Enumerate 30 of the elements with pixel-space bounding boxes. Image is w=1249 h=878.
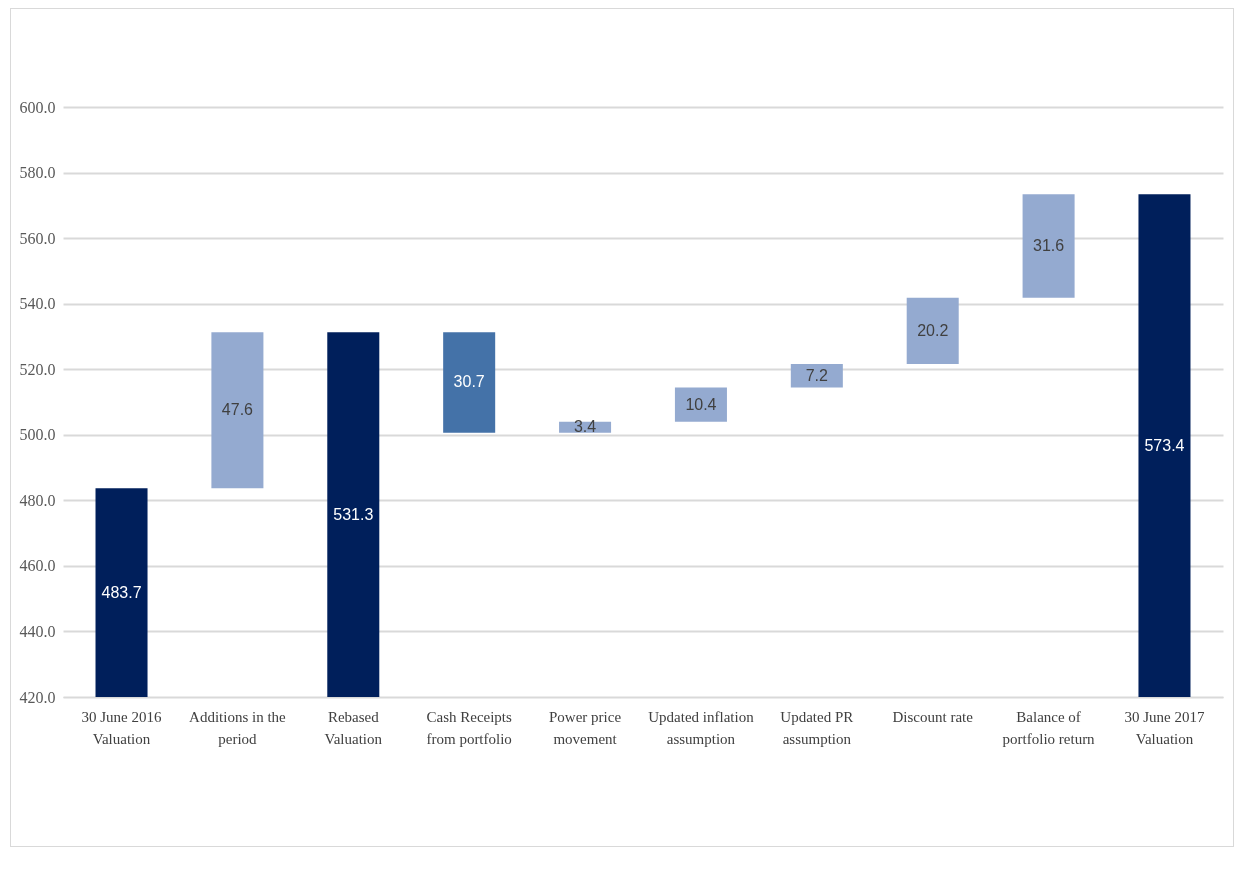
- y-tick-label: 500.0: [19, 426, 56, 444]
- data-label: 20.2: [917, 321, 949, 339]
- data-label: 47.6: [221, 401, 254, 419]
- x-tick-label: 30 June 2016 Valuation: [81, 708, 163, 747]
- y-tick-label: 520.0: [19, 360, 56, 378]
- x-tick-label: Rebased Valuation: [324, 708, 383, 747]
- x-tick-label: 30 June 2017 Valuation: [1124, 708, 1205, 747]
- data-label: 7.2: [805, 366, 829, 384]
- data-label: 573.4: [1144, 436, 1185, 454]
- x-tick-label: Updated inflation assumption: [648, 708, 755, 747]
- x-tick-label: Cash Receipts from portfolio: [426, 708, 513, 747]
- data-label: 10.4: [685, 395, 717, 413]
- x-tick-label: Additions in the period: [189, 708, 287, 747]
- data-label: 483.7: [101, 583, 142, 601]
- y-tick-label: 480.0: [19, 491, 56, 509]
- y-tick-label: 420.0: [19, 688, 56, 706]
- x-tick-label: Balance of portfolio return: [1002, 708, 1096, 747]
- data-label: 3.4: [573, 418, 597, 436]
- y-tick-label: 540.0: [19, 295, 56, 313]
- y-tick-label: 580.0: [19, 164, 56, 182]
- data-label: 30.7: [453, 373, 485, 391]
- data-label: 31.6: [1033, 236, 1065, 254]
- y-tick-label: 600.0: [19, 98, 56, 116]
- x-tick-label: Power price movement: [549, 708, 622, 747]
- y-tick-label: 460.0: [19, 557, 56, 575]
- x-tick-label: Updated PR assumption: [780, 708, 854, 747]
- data-label: 531.3: [333, 505, 374, 523]
- y-tick-label: 560.0: [19, 229, 56, 247]
- y-tick-label: 440.0: [19, 622, 56, 640]
- x-tick-label: Discount rate: [892, 708, 974, 725]
